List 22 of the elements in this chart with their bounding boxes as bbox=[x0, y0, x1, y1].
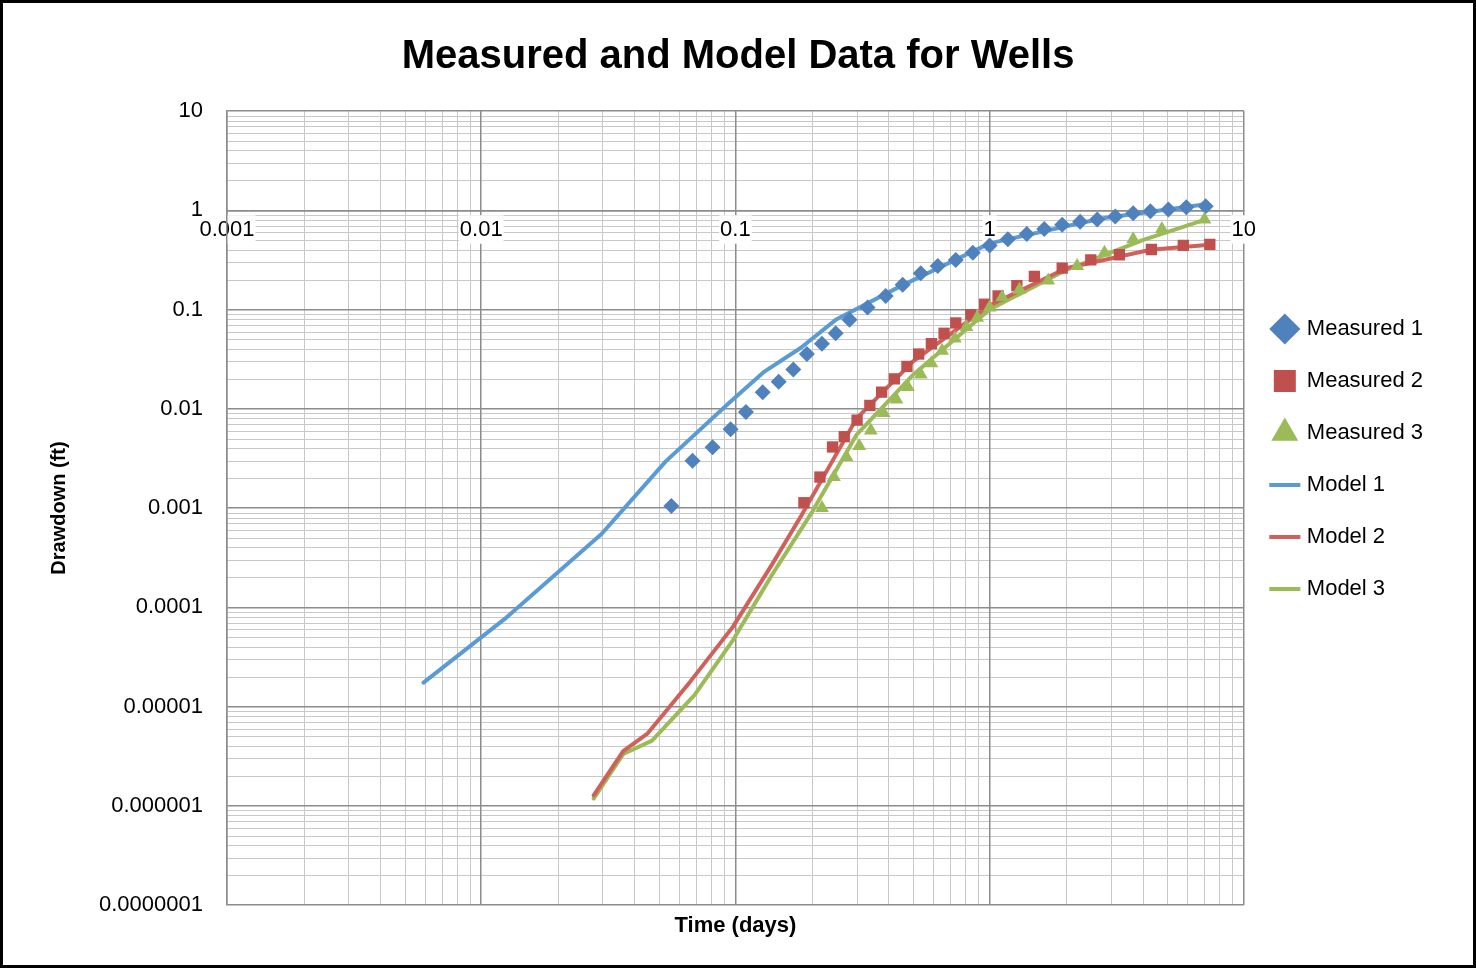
legend-label: Model 3 bbox=[1306, 575, 1386, 601]
x-tick-label: 0.1 bbox=[720, 215, 751, 241]
x-tick-label: 0.01 bbox=[459, 215, 503, 241]
chart-title: Measured and Model Data for Wells bbox=[401, 32, 1075, 77]
y-axis-title: Drawdown (ft) bbox=[46, 441, 69, 575]
y-tick-label: 0.000001 bbox=[111, 791, 203, 817]
legend-label: Model 1 bbox=[1306, 471, 1386, 497]
x-axis-title: Time (days) bbox=[674, 912, 797, 938]
legend-label: Measured 3 bbox=[1306, 419, 1424, 445]
y-tick-label: 0.0001 bbox=[135, 593, 203, 619]
y-tick-label: 0.01 bbox=[160, 394, 203, 420]
x-tick-label: 1 bbox=[983, 215, 996, 241]
y-tick-label: 0.00001 bbox=[123, 692, 203, 718]
y-tick-label: 0.001 bbox=[147, 494, 203, 520]
x-tick-label: 10 bbox=[1231, 215, 1257, 241]
legend-label: Model 2 bbox=[1306, 523, 1386, 549]
x-tick-label: 0.001 bbox=[199, 215, 255, 241]
legend-label: Measured 2 bbox=[1306, 367, 1424, 393]
y-tick-label: 0.0000001 bbox=[99, 891, 203, 917]
y-tick-label: 10 bbox=[178, 97, 203, 123]
y-tick-label: 0.1 bbox=[172, 295, 203, 321]
legend-label: Measured 1 bbox=[1306, 315, 1424, 341]
